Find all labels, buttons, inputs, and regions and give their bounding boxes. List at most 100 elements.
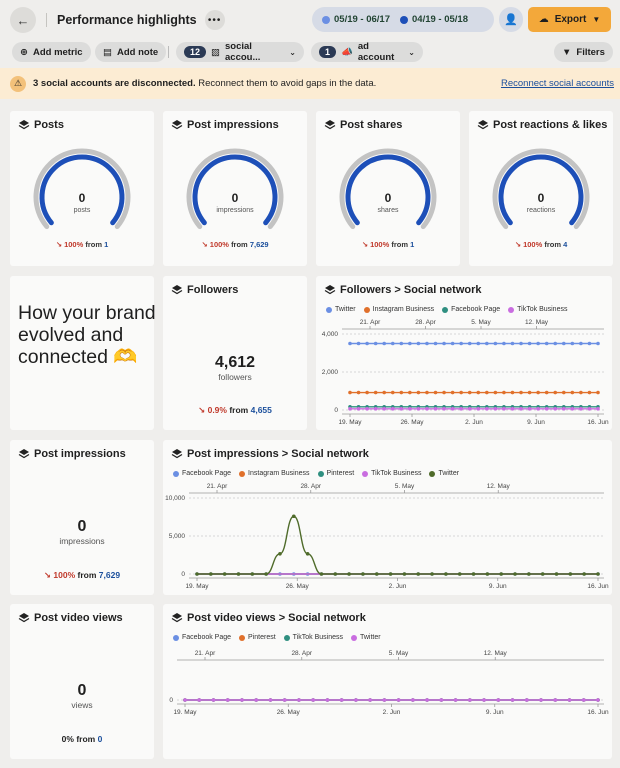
- data-point[interactable]: [416, 572, 421, 576]
- data-point[interactable]: [211, 698, 216, 702]
- data-point[interactable]: [502, 407, 506, 411]
- add-metric-button[interactable]: ⊕ Add metric: [12, 42, 91, 62]
- data-point[interactable]: [402, 572, 407, 576]
- data-point[interactable]: [442, 341, 446, 346]
- data-point[interactable]: [382, 390, 387, 395]
- data-point[interactable]: [297, 698, 301, 702]
- legend-item[interactable]: TikTok Business: [362, 470, 421, 477]
- data-point[interactable]: [390, 407, 395, 411]
- data-point[interactable]: [361, 572, 365, 576]
- data-point[interactable]: [468, 698, 472, 702]
- data-point[interactable]: [544, 390, 549, 395]
- data-point[interactable]: [536, 341, 540, 346]
- data-point[interactable]: [333, 572, 338, 576]
- data-point[interactable]: [408, 341, 412, 346]
- data-point[interactable]: [493, 407, 498, 411]
- data-point[interactable]: [399, 407, 404, 411]
- data-point[interactable]: [356, 390, 361, 395]
- data-point[interactable]: [368, 698, 372, 702]
- data-point[interactable]: [587, 390, 592, 395]
- data-point[interactable]: [476, 341, 481, 346]
- data-point[interactable]: [553, 390, 558, 395]
- data-point[interactable]: [390, 390, 395, 395]
- data-point[interactable]: [561, 390, 566, 395]
- data-point[interactable]: [374, 572, 379, 576]
- data-point[interactable]: [425, 390, 429, 395]
- data-point[interactable]: [459, 407, 463, 411]
- data-point[interactable]: [264, 572, 268, 576]
- social-accounts-select[interactable]: 12 ▧ social accou... ⌄: [176, 41, 304, 63]
- data-point[interactable]: [485, 341, 489, 346]
- data-point[interactable]: [579, 407, 583, 411]
- data-point[interactable]: [425, 407, 429, 411]
- data-point[interactable]: [373, 407, 378, 411]
- data-point[interactable]: [539, 698, 543, 702]
- data-point[interactable]: [561, 407, 566, 411]
- data-point[interactable]: [502, 390, 506, 395]
- data-point[interactable]: [425, 698, 429, 702]
- data-point[interactable]: [442, 390, 446, 395]
- data-point[interactable]: [587, 341, 592, 346]
- data-point[interactable]: [411, 698, 415, 702]
- data-point[interactable]: [554, 572, 559, 576]
- data-point[interactable]: [459, 341, 463, 346]
- data-point[interactable]: [587, 407, 592, 411]
- share-user-button[interactable]: 👤: [499, 7, 523, 32]
- data-point[interactable]: [510, 341, 515, 346]
- data-point[interactable]: [510, 407, 515, 411]
- data-point[interactable]: [570, 390, 575, 395]
- data-point[interactable]: [433, 407, 438, 411]
- data-point[interactable]: [561, 341, 566, 346]
- data-point[interactable]: [596, 572, 600, 576]
- data-point[interactable]: [459, 390, 463, 395]
- data-point[interactable]: [499, 572, 504, 576]
- ad-account-select[interactable]: 1 📣 ad account ⌄: [311, 41, 423, 63]
- data-point[interactable]: [408, 390, 412, 395]
- data-point[interactable]: [476, 390, 481, 395]
- legend-item[interactable]: Instagram Business: [239, 470, 310, 477]
- data-point[interactable]: [471, 572, 476, 576]
- legend-item[interactable]: TikTok Business: [283, 634, 343, 641]
- data-point[interactable]: [396, 698, 401, 702]
- legend-item[interactable]: Facebook Page: [173, 470, 231, 477]
- data-point[interactable]: [570, 407, 575, 411]
- legend-item[interactable]: Twitter: [350, 634, 381, 641]
- data-point[interactable]: [373, 341, 378, 346]
- data-point[interactable]: [195, 572, 199, 576]
- data-point[interactable]: [485, 572, 490, 576]
- data-point[interactable]: [457, 572, 462, 576]
- data-point[interactable]: [382, 407, 387, 411]
- data-point[interactable]: [305, 551, 310, 556]
- data-point[interactable]: [544, 341, 549, 346]
- data-point[interactable]: [467, 407, 472, 411]
- data-point[interactable]: [493, 390, 498, 395]
- data-point[interactable]: [476, 407, 481, 411]
- data-point[interactable]: [183, 698, 187, 702]
- data-point[interactable]: [450, 341, 455, 346]
- data-point[interactable]: [222, 572, 227, 576]
- data-point[interactable]: [485, 390, 489, 395]
- data-point[interactable]: [356, 407, 361, 411]
- data-point[interactable]: [502, 341, 506, 346]
- data-point[interactable]: [524, 698, 529, 702]
- data-point[interactable]: [354, 698, 358, 702]
- data-point[interactable]: [325, 698, 330, 702]
- data-point[interactable]: [365, 390, 369, 395]
- data-point[interactable]: [510, 390, 515, 395]
- export-button[interactable]: ☁ Export ▼: [528, 7, 611, 32]
- data-point[interactable]: [430, 572, 434, 576]
- data-point[interactable]: [519, 390, 523, 395]
- filters-button[interactable]: ▼ Filters: [554, 42, 613, 62]
- data-point[interactable]: [236, 572, 241, 576]
- data-point[interactable]: [579, 390, 583, 395]
- data-point[interactable]: [568, 572, 573, 576]
- data-point[interactable]: [596, 341, 600, 346]
- data-point[interactable]: [540, 572, 545, 576]
- data-point[interactable]: [365, 341, 369, 346]
- data-point[interactable]: [527, 407, 532, 411]
- data-point[interactable]: [348, 341, 352, 346]
- data-point[interactable]: [399, 341, 404, 346]
- data-point[interactable]: [485, 407, 489, 411]
- data-point[interactable]: [399, 390, 404, 395]
- data-point[interactable]: [225, 698, 230, 702]
